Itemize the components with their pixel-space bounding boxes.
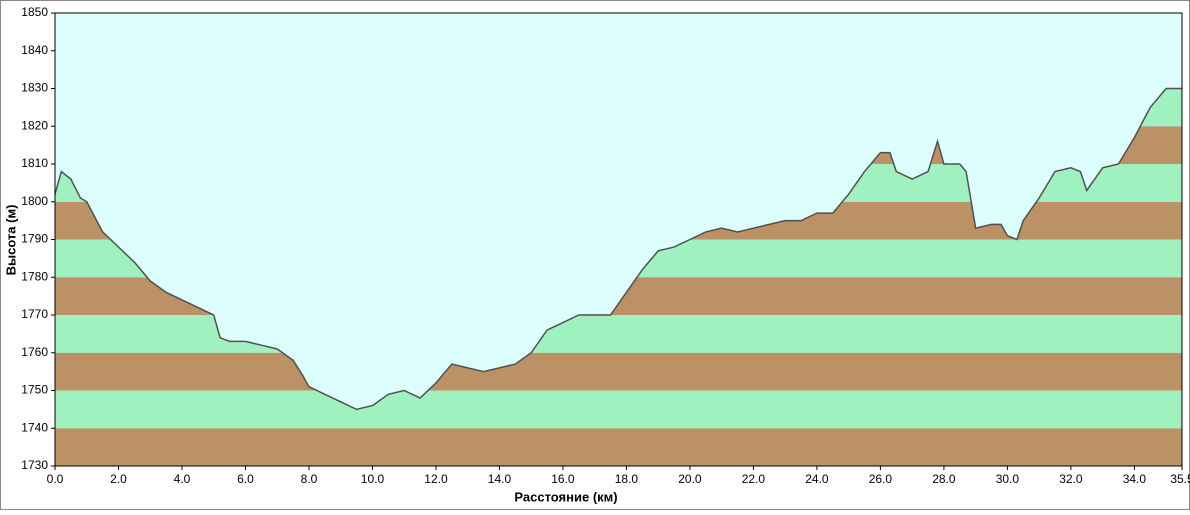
band: [55, 428, 1182, 466]
x-tick-label: 12.0: [424, 472, 448, 486]
x-tick-label: 8.0: [301, 472, 318, 486]
x-tick-label: 20.0: [678, 472, 702, 486]
x-tick-label: 2.0: [110, 472, 127, 486]
x-tick-label: 22.0: [742, 472, 766, 486]
x-tick-label: 6.0: [237, 472, 254, 486]
y-tick-label: 1810: [21, 156, 48, 170]
x-axis-title: Расстояние (км): [514, 489, 617, 504]
x-tick-label: 0.0: [47, 472, 64, 486]
y-tick-label: 1760: [21, 345, 48, 359]
x-tick-label: 34.0: [1123, 472, 1147, 486]
y-tick-label: 1820: [21, 118, 48, 132]
x-tick-label: 28.0: [932, 472, 956, 486]
x-tick-label: 32.0: [1059, 472, 1083, 486]
band: [55, 352, 1182, 391]
y-tick-label: 1780: [21, 269, 48, 283]
y-tick-label: 1740: [21, 420, 48, 434]
x-tick-label: 30.0: [996, 472, 1020, 486]
x-tick-label: 14.0: [488, 472, 512, 486]
x-tick-label: 24.0: [805, 472, 829, 486]
x-tick-label: 10.0: [361, 472, 385, 486]
y-tick-label: 1730: [21, 458, 48, 472]
y-tick-label: 1840: [21, 43, 48, 57]
y-tick-label: 1830: [21, 81, 48, 95]
x-tick-label: 26.0: [869, 472, 893, 486]
y-tick-label: 1850: [21, 5, 48, 19]
y-tick-label: 1770: [21, 307, 48, 321]
y-tick-label: 1790: [21, 232, 48, 246]
y-axis-title: Высота (м): [3, 205, 18, 276]
y-tick-label: 1750: [21, 383, 48, 397]
y-tick-label: 1800: [21, 194, 48, 208]
x-tick-label: 4.0: [174, 472, 191, 486]
x-tick-label: 18.0: [615, 472, 639, 486]
elevation-line: [54, 87, 1182, 411]
band: [55, 390, 1182, 429]
x-tick-label: 16.0: [551, 472, 575, 486]
x-tick-label: 35.5: [1170, 472, 1190, 486]
